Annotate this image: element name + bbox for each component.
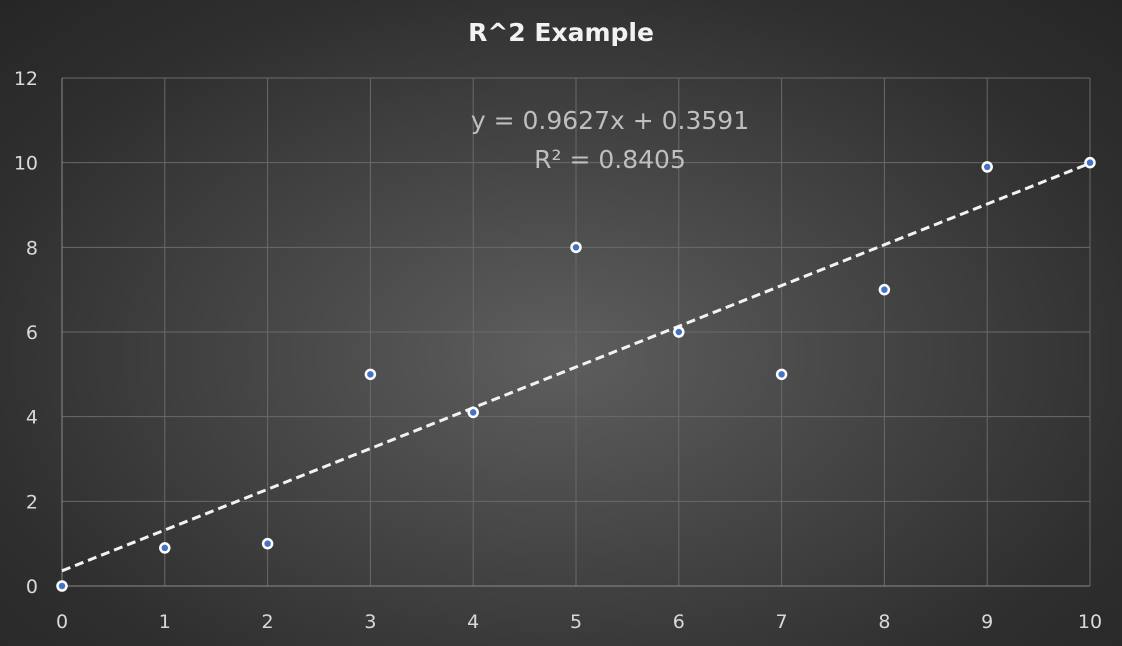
data-point	[261, 537, 274, 550]
data-points	[56, 156, 1096, 592]
x-tick-label: 0	[56, 611, 68, 633]
grid	[62, 77, 1091, 586]
y-tick-label: 8	[26, 237, 38, 259]
y-axis-tick-labels: 0 2 4 6 8 10 12	[14, 68, 38, 598]
data-point	[364, 368, 377, 381]
trendline-group	[61, 161, 1091, 573]
x-tick-label: 5	[570, 611, 582, 633]
data-point	[56, 580, 68, 592]
x-tick-label: 1	[159, 611, 171, 633]
x-tick-label: 9	[981, 611, 993, 633]
data-point	[878, 283, 891, 296]
data-point	[467, 406, 479, 419]
y-tick-label: 6	[26, 322, 38, 344]
r-squared-label: R² = 0.8405	[534, 145, 686, 174]
data-point	[1084, 156, 1096, 169]
data-point	[159, 542, 171, 554]
y-tick-label: 10	[14, 153, 38, 175]
y-tick-label: 0	[26, 576, 38, 598]
x-tick-label: 8	[878, 611, 890, 633]
x-tick-label: 10	[1078, 611, 1102, 633]
axes	[61, 78, 1090, 587]
chart-title: R^2 Example	[468, 18, 654, 47]
y-tick-label: 4	[26, 407, 38, 429]
x-tick-label: 7	[776, 611, 788, 633]
x-tick-label: 4	[467, 611, 479, 633]
trendline-equation: y = 0.9627x + 0.3591	[471, 106, 749, 135]
data-point	[673, 326, 685, 338]
data-point	[981, 161, 993, 173]
trendline	[61, 161, 1091, 573]
data-point	[775, 368, 788, 381]
x-tick-label: 3	[364, 611, 376, 633]
data-point	[570, 241, 582, 254]
x-tick-label: 6	[673, 611, 685, 633]
y-tick-label: 2	[26, 491, 38, 513]
x-tick-label: 2	[262, 611, 274, 633]
y-tick-label: 12	[14, 68, 38, 90]
x-axis-tick-labels: 0 1 2 3 4 5 6 7 8 9 10	[56, 611, 1102, 633]
